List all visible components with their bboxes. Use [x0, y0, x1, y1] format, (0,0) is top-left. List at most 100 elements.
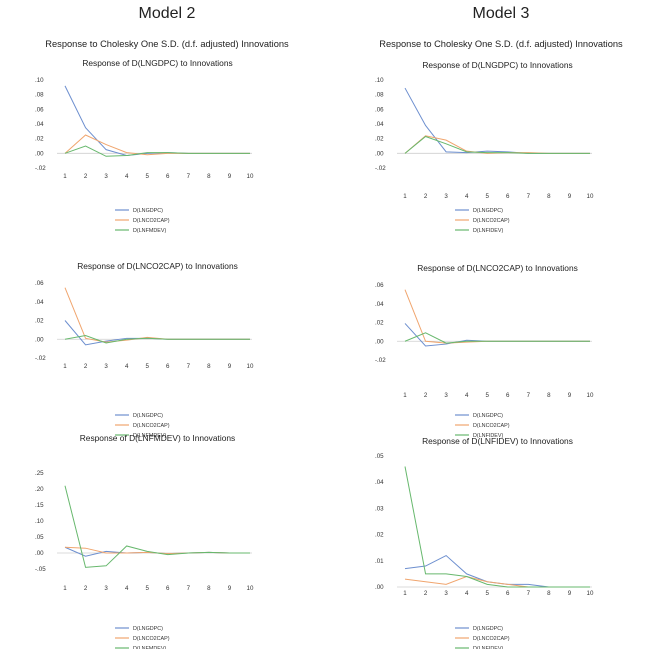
x-tick-label: 4: [125, 173, 129, 180]
model-title: Model 3: [472, 5, 530, 22]
x-tick-label: 5: [145, 173, 149, 180]
series-line: [64, 334, 250, 344]
x-tick-label: 5: [485, 590, 489, 597]
irf-panel: Response of D(LNGDPC) to Innovations .10.…: [334, 55, 668, 255]
y-tick-label: -.02: [35, 355, 46, 362]
x-tick-label: 9: [228, 363, 232, 370]
x-tick-label: 6: [506, 193, 510, 200]
legend-label: D(LNCO2CAP): [473, 636, 510, 642]
x-tick-label: 4: [465, 193, 469, 200]
chart-title: Response of D(LNFIDEV) to Innovations: [422, 436, 573, 446]
x-tick-label: 5: [485, 392, 489, 399]
x-tick-label: 2: [84, 173, 88, 180]
y-tick-label: .06: [375, 282, 384, 289]
irf-chart: Response of D(LNGDPC) to Innovations .10.…: [35, 58, 254, 234]
model-column-right: Model 3 Response to Cholesky One S.D. (d…: [334, 0, 668, 649]
y-tick-label: -.02: [375, 357, 386, 364]
series-line: [404, 466, 590, 588]
y-tick-label: .06: [35, 106, 44, 113]
y-tick-label: .04: [375, 479, 384, 486]
x-tick-label: 10: [587, 193, 594, 200]
y-tick-label: .02: [375, 136, 384, 143]
legend-label: D(LNCO2CAP): [133, 218, 170, 224]
x-tick-label: 2: [84, 363, 88, 370]
series-line: [404, 332, 590, 344]
series-line: [64, 320, 250, 346]
y-tick-label: .00: [375, 338, 384, 345]
y-tick-label: .04: [375, 301, 384, 308]
x-tick-label: 1: [63, 585, 67, 592]
y-tick-label: .00: [375, 584, 384, 591]
irf-chart: Response of D(LNGDPC) to Innovations .10.…: [375, 60, 594, 234]
y-tick-label: .00: [35, 550, 44, 557]
series-line: [64, 145, 250, 157]
legend-label: D(LNFMDEV): [133, 228, 166, 234]
x-tick-label: 7: [527, 590, 531, 597]
x-tick-label: 3: [104, 585, 108, 592]
x-tick-label: 1: [63, 363, 67, 370]
legend-label: D(LNGDPC): [133, 208, 163, 214]
x-tick-label: 7: [187, 173, 191, 180]
irf-panel: Response of D(LNCO2CAP) to Innovations .0…: [334, 258, 668, 458]
legend-label: D(LNCO2CAP): [133, 423, 170, 429]
series-line: [404, 289, 590, 344]
irf-panel: Response of D(LNFMDEV) to Innovations .25…: [0, 430, 334, 649]
x-tick-label: 6: [166, 173, 170, 180]
y-tick-label: .02: [375, 532, 384, 539]
y-tick-label: .03: [375, 505, 384, 512]
x-tick-label: 10: [587, 392, 594, 399]
x-tick-label: 6: [166, 585, 170, 592]
y-tick-label: -.02: [35, 165, 46, 172]
y-tick-label: .04: [35, 299, 44, 306]
y-tick-label: .10: [35, 77, 44, 84]
legend-label: D(LNCO2CAP): [473, 218, 510, 224]
legend-label: D(LNGDPC): [473, 626, 503, 632]
x-tick-label: 2: [424, 193, 428, 200]
y-tick-label: .05: [375, 453, 384, 460]
series-line: [404, 87, 590, 154]
model-title: Model 2: [138, 5, 196, 22]
y-tick-label: .00: [35, 336, 44, 343]
y-tick-label: -.02: [375, 165, 386, 172]
chart-title: Response of D(LNFMDEV) to Innovations: [80, 433, 235, 443]
x-tick-label: 3: [444, 590, 448, 597]
irf-panel: Response of D(LNCO2CAP) to Innovations .0…: [0, 258, 334, 458]
y-tick-label: .01: [375, 558, 384, 565]
series-line: [64, 546, 250, 557]
x-tick-label: 6: [506, 392, 510, 399]
x-tick-label: 7: [527, 193, 531, 200]
x-tick-label: 2: [84, 585, 88, 592]
x-tick-label: 1: [63, 173, 67, 180]
series-line: [64, 485, 250, 568]
legend-label: D(LNFMDEV): [133, 433, 166, 439]
x-tick-label: 10: [247, 363, 254, 370]
x-tick-label: 9: [568, 193, 572, 200]
x-tick-label: 5: [145, 585, 149, 592]
x-tick-label: 7: [527, 392, 531, 399]
x-tick-label: 10: [247, 173, 254, 180]
irf-chart: Response of D(LNFMDEV) to Innovations .25…: [35, 433, 254, 649]
legend-label: D(LNCO2CAP): [133, 636, 170, 642]
chart-title: Response of D(LNCO2CAP) to Innovations: [77, 261, 238, 271]
y-tick-label: .05: [35, 534, 44, 541]
y-tick-label: .04: [35, 121, 44, 128]
x-tick-label: 7: [187, 585, 191, 592]
y-tick-label: .10: [375, 77, 384, 84]
series-line: [404, 323, 590, 347]
x-tick-label: 5: [145, 363, 149, 370]
x-tick-label: 6: [506, 590, 510, 597]
x-tick-label: 1: [403, 590, 407, 597]
series-line: [404, 135, 590, 154]
y-tick-label: -.05: [35, 566, 46, 573]
series-line: [64, 287, 250, 343]
y-tick-label: .08: [375, 92, 384, 99]
x-tick-label: 1: [403, 193, 407, 200]
y-tick-label: .02: [375, 320, 384, 327]
y-tick-label: .00: [375, 150, 384, 157]
legend-label: D(LNGDPC): [473, 208, 503, 214]
x-tick-label: 8: [207, 173, 211, 180]
x-tick-label: 3: [444, 193, 448, 200]
x-tick-label: 4: [125, 585, 129, 592]
chart-title: Response of D(LNCO2CAP) to Innovations: [417, 263, 578, 273]
x-tick-label: 1: [403, 392, 407, 399]
